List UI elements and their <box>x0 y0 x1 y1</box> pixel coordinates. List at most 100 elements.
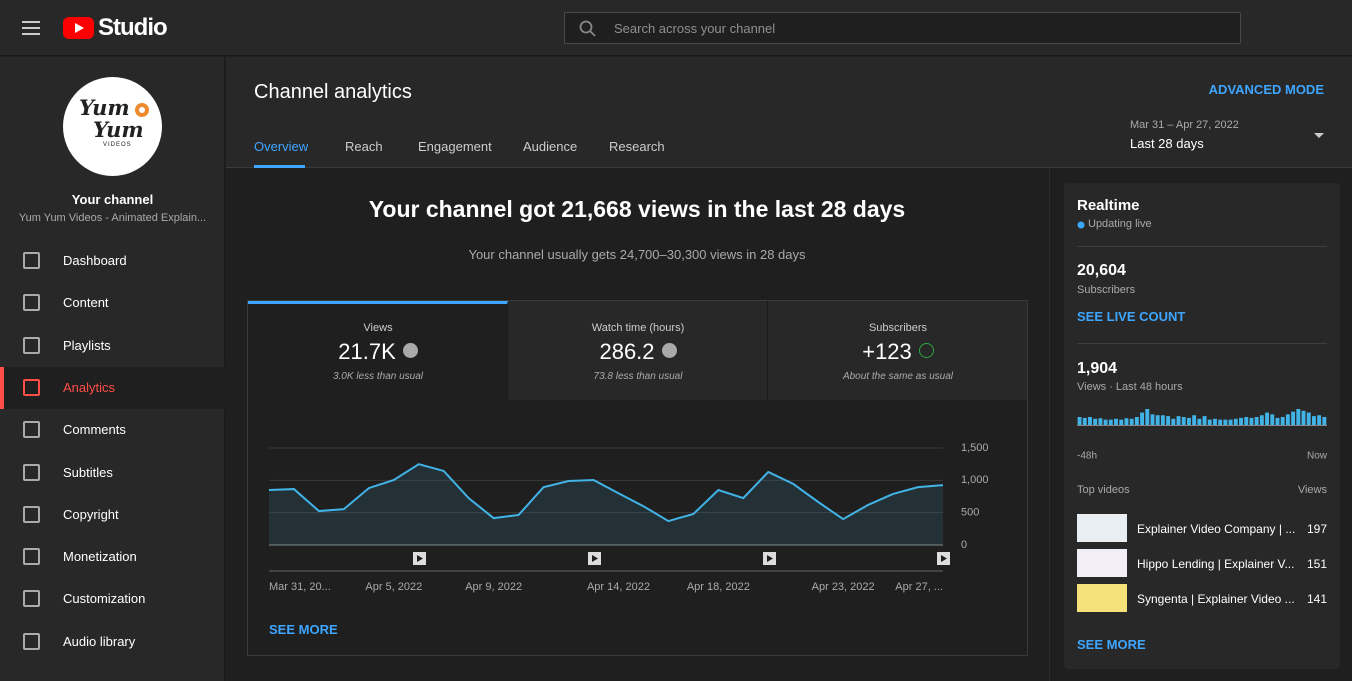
nav-item[interactable]: Playlists <box>0 325 225 367</box>
nav-item[interactable]: Analytics <box>0 366 225 409</box>
tabs: Overview Reach Engagement Audience Research <box>254 133 754 168</box>
views-label: Views · Last 48 hours <box>1077 381 1183 393</box>
bar <box>1239 417 1243 425</box>
search-box[interactable]: Search across your channel <box>564 12 1241 44</box>
bar <box>1275 417 1280 425</box>
bar <box>1202 416 1207 425</box>
nav-item[interactable]: Dashboard <box>0 240 225 282</box>
video-thumbnail <box>1077 584 1127 612</box>
metric-status-icon <box>918 343 934 358</box>
subscribers-label: Subscribers <box>1077 284 1136 296</box>
nav-icon <box>23 294 40 312</box>
realtime-title: Realtime <box>1077 197 1140 214</box>
bar <box>1228 419 1233 425</box>
bar <box>1171 418 1176 425</box>
nav-icon <box>23 548 40 566</box>
metric-card[interactable]: Watch time (hours) 286.2 73.8 less than us… <box>508 301 768 400</box>
tab[interactable]: Audience <box>523 139 578 154</box>
metric-value-row: +123 <box>768 339 1028 365</box>
divider <box>1077 246 1327 247</box>
y-tick-label: 1,500 <box>961 442 989 454</box>
area <box>269 464 943 545</box>
bar <box>1098 418 1103 425</box>
period[interactable]: Last 28 days <box>1130 136 1204 151</box>
video-row[interactable]: Syngenta | Explainer Video ... 141 <box>1077 584 1327 614</box>
bar <box>1311 416 1316 425</box>
tab[interactable]: Research <box>609 139 665 154</box>
nav-item[interactable]: Customization <box>0 578 225 620</box>
nav-icon <box>23 378 40 396</box>
bar <box>1108 419 1113 425</box>
x-tick-label: Apr 27, ... <box>895 581 943 593</box>
bar <box>1160 415 1165 425</box>
top-bar: Studio Search across your channel <box>0 0 1352 56</box>
bar <box>1270 414 1275 425</box>
nav-list: Dashboard Content Playlists Analytics Commen… <box>0 240 225 660</box>
date-range[interactable]: Mar 31 – Apr 27, 2022 <box>1130 119 1239 131</box>
bar <box>1291 411 1296 425</box>
video-thumbnail <box>1077 549 1127 577</box>
nav-item[interactable]: Content <box>0 282 225 324</box>
nav-icon <box>23 421 40 439</box>
search-placeholder: Search across your channel <box>614 21 776 36</box>
video-views: 141 <box>1306 592 1327 606</box>
bar <box>1150 414 1155 425</box>
tab[interactable]: Reach <box>345 139 383 154</box>
bar <box>1176 416 1181 425</box>
channel-label: Your channel <box>71 192 154 207</box>
avatar-donut <box>135 103 149 117</box>
logo-text[interactable]: Studio <box>98 14 168 41</box>
bar <box>1114 418 1118 425</box>
metric-card[interactable]: Subscribers +123 About the same as usual <box>768 301 1027 400</box>
bar <box>1082 417 1087 425</box>
bar <box>1254 417 1259 425</box>
see-more[interactable]: SEE MORE <box>1077 637 1146 652</box>
nav-icon <box>23 252 40 269</box>
channel-name: Yum Yum Videos - Animated Explain... <box>18 212 207 224</box>
nav-item[interactable]: Audio library <box>0 621 225 663</box>
avatar-line: VIDEOS <box>103 142 132 148</box>
metric-card[interactable]: Views 21.7K 3.0K less than usual <box>248 301 508 400</box>
nav-label: Copyright <box>63 506 119 522</box>
video-title: Syngenta | Explainer Video ... <box>1137 592 1295 606</box>
nav-item[interactable]: Monetization <box>0 536 225 578</box>
dropdown-arrow[interactable] <box>1314 133 1324 139</box>
nav-label: Playlists <box>63 337 111 353</box>
nav-item[interactable]: Copyright <box>0 494 225 536</box>
nav-icon <box>23 505 40 523</box>
bar <box>1186 417 1191 425</box>
bar <box>1223 419 1228 425</box>
advanced-mode[interactable]: ADVANCED MODE <box>1208 82 1324 97</box>
bar <box>1207 419 1212 425</box>
video-row[interactable]: Explainer Video Company | ... 197 <box>1077 514 1327 544</box>
nav-item[interactable]: Subtitles <box>0 452 225 494</box>
bar <box>1124 418 1129 425</box>
bar <box>1181 417 1186 425</box>
bar <box>1129 418 1134 425</box>
realtime-card: Realtime Updating live 20,604 Subscriber… <box>1064 183 1340 669</box>
nav-icon <box>23 632 40 650</box>
play-markers <box>413 552 950 565</box>
bar <box>1077 417 1082 425</box>
see-live-count[interactable]: SEE LIVE COUNT <box>1077 309 1186 324</box>
tab[interactable]: Overview <box>254 139 309 154</box>
metric-value: 21.7K <box>338 339 396 364</box>
bar <box>1093 418 1098 425</box>
x-tick-label: -48h <box>1077 451 1097 462</box>
logo-icon[interactable] <box>63 17 95 39</box>
nav-label: Analytics <box>63 379 116 395</box>
bar <box>1134 417 1139 425</box>
nav-item[interactable]: Comments <box>0 409 225 451</box>
metric-label: Subscribers <box>868 322 928 334</box>
line-chart: 0 500 1,000 1,500 Mar 31, 20... Apr 5, 2022 Ap… <box>268 442 989 593</box>
video-row[interactable]: Hippo Lending | Explainer V... 151 <box>1077 549 1327 579</box>
top-videos: Explainer Video Company | ... 197 Hippo Le… <box>1077 514 1327 624</box>
tab[interactable]: Engagement <box>418 139 492 154</box>
bar <box>1218 419 1223 425</box>
channel-avatar[interactable]: Yum Yum VIDEOS <box>63 77 162 176</box>
see-more[interactable]: SEE MORE <box>269 622 338 637</box>
menu-icon[interactable] <box>22 20 42 36</box>
y-tick-label: 1,000 <box>961 474 989 486</box>
metric-label: Watch time (hours) <box>591 322 685 334</box>
